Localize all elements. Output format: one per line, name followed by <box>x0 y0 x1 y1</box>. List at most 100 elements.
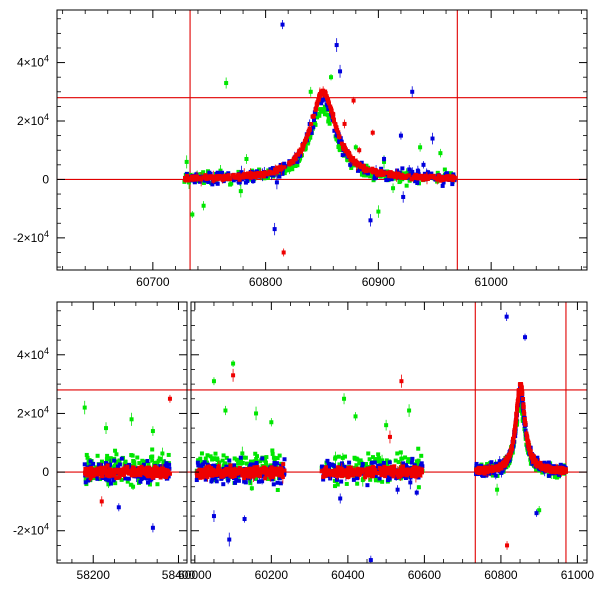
data-point <box>400 166 405 171</box>
data-point <box>197 463 202 468</box>
data-point <box>145 458 150 463</box>
data-point <box>433 176 438 181</box>
data-point <box>167 462 172 467</box>
data-point <box>117 462 122 467</box>
data-point <box>543 462 548 467</box>
data-point <box>549 466 554 471</box>
data-point <box>333 122 338 127</box>
data-point <box>365 171 370 176</box>
data-point <box>158 457 163 462</box>
data-point <box>113 448 118 453</box>
data-point <box>277 476 282 481</box>
data-point <box>376 458 381 463</box>
data-point <box>348 471 353 476</box>
data-point <box>373 468 378 473</box>
data-point <box>199 451 204 456</box>
data-point <box>234 477 239 482</box>
data-point <box>267 171 272 176</box>
data-point <box>516 391 521 396</box>
data-point <box>225 472 230 477</box>
data-point <box>340 474 345 479</box>
data-point <box>441 180 446 185</box>
data-point <box>325 458 330 463</box>
data-point <box>311 125 316 130</box>
data-point <box>522 418 527 423</box>
data-point <box>147 465 152 470</box>
data-point <box>275 170 280 175</box>
data-point <box>351 473 356 478</box>
data-point <box>282 161 287 166</box>
data-point <box>415 180 420 185</box>
data-point <box>88 459 93 464</box>
data-point <box>421 177 426 182</box>
axes-frame <box>56 9 588 271</box>
data-point <box>213 465 218 470</box>
data-point <box>343 147 348 152</box>
data-point <box>248 474 253 479</box>
data-point <box>335 473 340 478</box>
data-point <box>272 227 277 232</box>
data-point <box>389 465 394 470</box>
data-point <box>277 453 282 458</box>
data-point <box>485 462 490 467</box>
data-point <box>207 464 212 469</box>
data-point <box>231 172 236 177</box>
data-point <box>383 175 388 180</box>
data-point <box>353 414 358 419</box>
data-point <box>303 147 308 152</box>
data-point <box>365 483 370 488</box>
data-point <box>519 382 524 387</box>
x-tick-label: 60700 <box>136 275 170 289</box>
data-point <box>160 451 165 456</box>
data-point <box>524 434 529 439</box>
data-point <box>384 463 389 468</box>
data-point <box>352 465 357 470</box>
data-point <box>308 89 313 94</box>
data-point <box>372 168 377 173</box>
data-point <box>398 179 403 184</box>
data-point <box>197 179 202 184</box>
data-point <box>280 471 285 476</box>
data-point <box>253 451 258 456</box>
data-point <box>145 480 150 485</box>
data-point <box>99 499 104 504</box>
data-point <box>205 176 210 181</box>
data-point <box>161 470 166 475</box>
data-point <box>374 171 379 176</box>
data-point <box>516 393 521 398</box>
data-point <box>364 470 369 475</box>
data-point <box>393 172 398 177</box>
data-point <box>540 470 545 475</box>
data-point <box>280 22 285 27</box>
data-point <box>508 451 513 456</box>
y-tick-label: 4×104 <box>17 346 49 362</box>
data-point <box>229 181 234 186</box>
data-point <box>416 458 421 463</box>
data-point <box>108 462 113 467</box>
data-point <box>405 473 410 478</box>
data-point <box>391 186 396 191</box>
data-point <box>332 473 337 478</box>
data-point <box>404 465 409 470</box>
data-point <box>115 464 120 469</box>
x-tick-label: 61000 <box>561 568 595 582</box>
data-point <box>227 537 232 542</box>
data-point <box>222 173 227 178</box>
data-point <box>522 416 527 421</box>
data-point <box>228 473 233 478</box>
data-point <box>88 469 93 474</box>
data-point <box>303 139 308 144</box>
data-point <box>530 452 535 457</box>
data-point <box>354 463 359 468</box>
data-point <box>269 466 274 471</box>
data-point <box>199 469 204 474</box>
data-point <box>117 469 122 474</box>
data-point <box>499 470 504 475</box>
data-point <box>226 173 231 178</box>
data-point <box>132 460 137 465</box>
data-point <box>521 396 526 401</box>
data-point <box>498 465 503 470</box>
data-point <box>351 477 356 482</box>
data-point <box>368 465 373 470</box>
